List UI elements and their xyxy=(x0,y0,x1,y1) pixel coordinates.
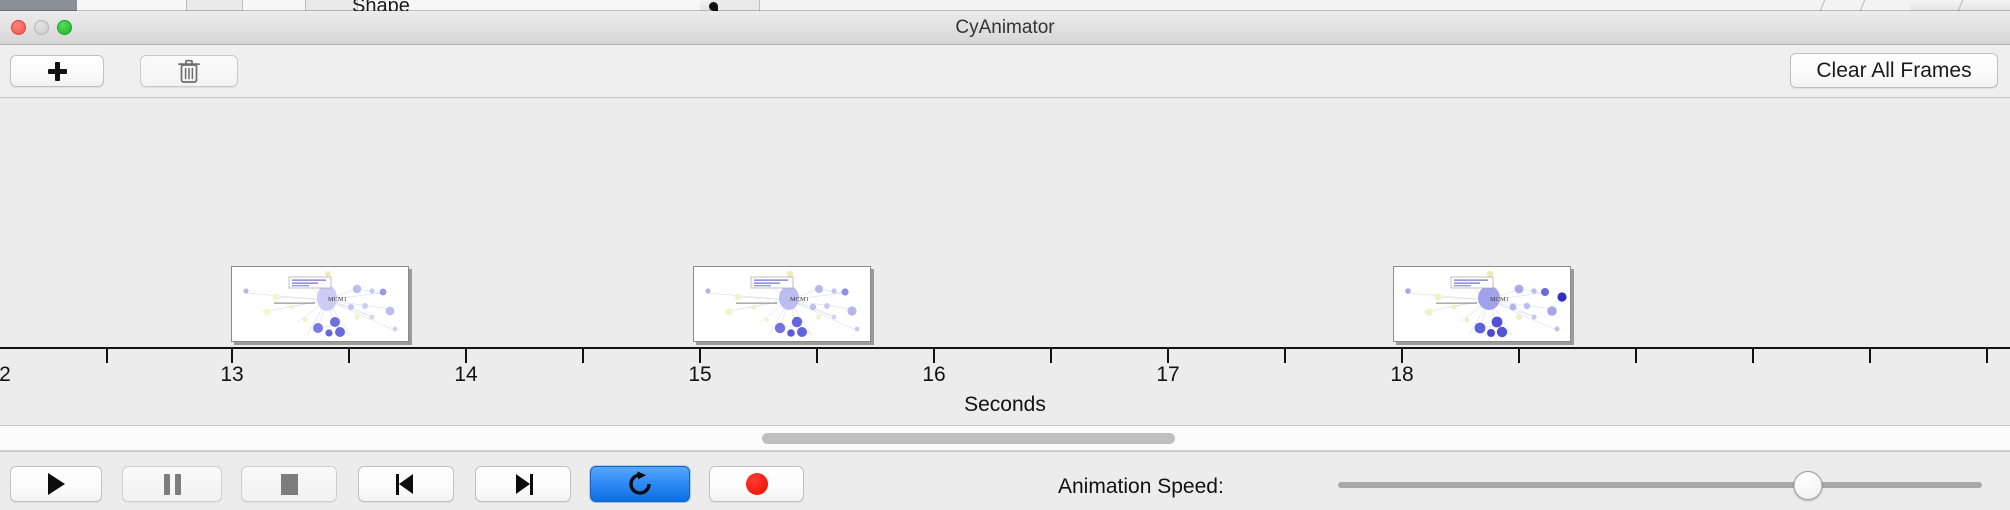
table-row[interactable]: MCM1 xyxy=(1393,266,1571,342)
axis-tick xyxy=(1635,349,1637,363)
delete-frame-button[interactable] xyxy=(140,55,238,87)
play-button[interactable] xyxy=(10,466,102,502)
trash-icon xyxy=(178,59,200,83)
network-thumbnail-icon: MCM1 xyxy=(232,267,408,341)
timeline-panel[interactable]: MCM1 xyxy=(0,98,2010,426)
background-segment xyxy=(306,0,358,11)
background-divider xyxy=(1957,0,1964,11)
network-thumbnail-icon: MCM1 xyxy=(1394,267,1570,341)
close-button[interactable] xyxy=(11,20,26,35)
table-row[interactable]: MCM1 xyxy=(693,266,871,342)
pause-button[interactable] xyxy=(122,466,222,502)
table-row[interactable]: MCM1 xyxy=(231,266,409,342)
stop-button[interactable] xyxy=(241,466,337,502)
axis-tick-label: 17 xyxy=(1156,363,1180,386)
axis-tick-label: 13 xyxy=(220,363,244,386)
axis-tick xyxy=(1518,349,1520,363)
keyframes-track[interactable]: MCM1 xyxy=(0,98,2010,347)
axis-tick xyxy=(816,349,818,363)
axis-title: Seconds xyxy=(964,393,1046,416)
window-titlebar[interactable]: CyAnimator xyxy=(0,11,2010,45)
axis-tick xyxy=(348,349,350,363)
axis-tick xyxy=(1050,349,1052,363)
background-segment xyxy=(710,0,760,11)
svg-text:MCM1: MCM1 xyxy=(1490,296,1509,303)
animation-speed-label: Animation Speed: xyxy=(1058,475,1224,498)
plus-icon xyxy=(47,61,67,81)
axis-tick xyxy=(1167,349,1169,363)
axis-tick xyxy=(1752,349,1754,363)
skip-back-icon xyxy=(396,473,416,495)
record-icon xyxy=(745,473,768,495)
timeline-axis: 2 13 14 15 16 17 18 Seconds xyxy=(0,347,2010,425)
cyanimator-window: CyAnimator Clear All Frames xyxy=(0,11,2010,510)
axis-tick xyxy=(231,349,233,363)
playback-control-bar: Animation Speed: xyxy=(0,451,2010,510)
background-shape-label: Shape xyxy=(352,0,410,11)
background-segment xyxy=(358,0,700,11)
axis-tick xyxy=(933,349,935,363)
animation-speed-slider[interactable] xyxy=(1338,471,1982,500)
play-icon xyxy=(47,473,65,495)
axis-tick-label: 14 xyxy=(454,363,478,386)
background-segment xyxy=(77,0,187,11)
skip-to-start-button[interactable] xyxy=(358,466,454,502)
loop-icon xyxy=(626,470,654,498)
background-segment xyxy=(760,0,1910,11)
axis-tick xyxy=(1869,349,1871,363)
skip-forward-icon xyxy=(513,473,533,495)
slider-track[interactable] xyxy=(1338,482,1982,488)
slider-thumb[interactable] xyxy=(1793,471,1823,500)
background-segment xyxy=(243,0,306,11)
background-segment xyxy=(187,0,243,11)
svg-text:MCM1: MCM1 xyxy=(790,296,809,303)
window-title: CyAnimator xyxy=(955,17,1055,38)
clear-all-frames-button[interactable]: Clear All Frames xyxy=(1790,53,1998,88)
axis-line xyxy=(0,347,2010,349)
axis-tick-label: 16 xyxy=(922,363,946,386)
axis-tick-label: 2 xyxy=(0,363,11,386)
axis-tick xyxy=(106,349,108,363)
horizontal-scrollbar-track[interactable] xyxy=(0,426,2010,451)
frames-toolbar: Clear All Frames xyxy=(0,45,2010,98)
stop-icon xyxy=(280,473,298,495)
minimize-button[interactable] xyxy=(34,20,49,35)
window-traffic-lights xyxy=(11,20,72,35)
background-cursor-icon xyxy=(709,2,718,11)
axis-tick-label: 15 xyxy=(688,363,712,386)
svg-text:MCM1: MCM1 xyxy=(328,296,347,303)
axis-tick xyxy=(699,349,701,363)
maximize-button[interactable] xyxy=(57,20,72,35)
clear-all-frames-label: Clear All Frames xyxy=(1816,58,1972,82)
axis-tick xyxy=(1986,349,1988,363)
axis-tick xyxy=(465,349,467,363)
axis-tick xyxy=(1284,349,1286,363)
record-button[interactable] xyxy=(709,466,804,502)
pause-icon xyxy=(163,473,181,495)
background-dark-tab xyxy=(0,0,77,11)
axis-tick-label: 18 xyxy=(1390,363,1414,386)
horizontal-scrollbar[interactable] xyxy=(762,433,1175,444)
axis-tick xyxy=(582,349,584,363)
loop-button[interactable] xyxy=(590,466,690,502)
add-frame-button[interactable] xyxy=(10,55,104,87)
skip-to-end-button[interactable] xyxy=(475,466,571,502)
background-window-strip: Shape xyxy=(0,0,2010,11)
network-thumbnail-icon: MCM1 xyxy=(694,267,870,341)
axis-tick xyxy=(1401,349,1403,363)
